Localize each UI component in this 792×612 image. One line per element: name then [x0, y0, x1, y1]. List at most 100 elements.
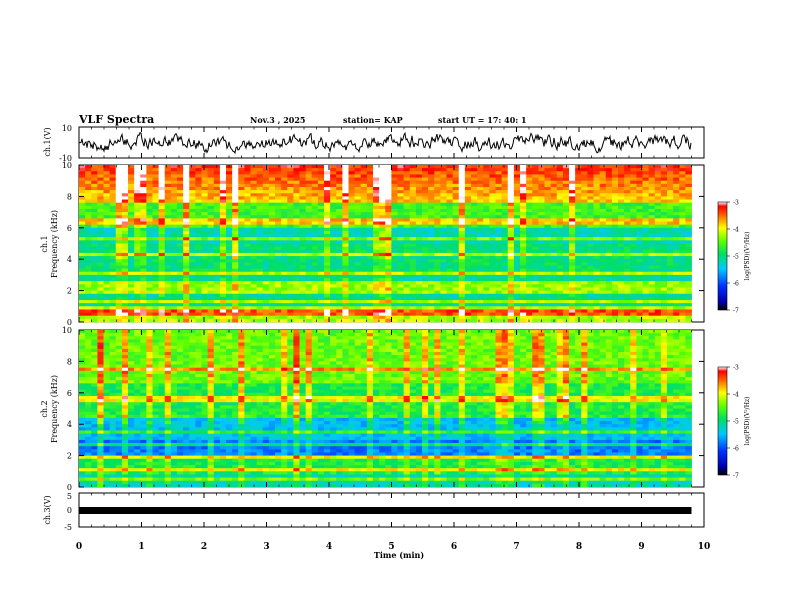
- spectrogram-cell: [207, 278, 215, 282]
- spectrogram-cell: [452, 259, 460, 263]
- spectrogram-cell: [207, 237, 215, 241]
- spectrogram-cell: [630, 274, 637, 279]
- spectrogram-cell: [618, 177, 625, 182]
- spectrogram-cell: [526, 278, 533, 282]
- spectrogram-cell: [262, 306, 270, 310]
- spectrogram-cell: [599, 246, 607, 251]
- spectrogram-cell: [275, 190, 282, 194]
- spectrogram-cell: [648, 218, 656, 222]
- spectrogram-cell: [250, 205, 258, 210]
- spectrogram-cell: [189, 312, 196, 317]
- spectrogram-cell: [477, 300, 484, 304]
- spectrogram-cell: [667, 278, 674, 282]
- spectrogram-cell: [213, 227, 221, 232]
- spectrogram-cell: [556, 205, 564, 210]
- spectrogram-cell: [409, 177, 417, 182]
- spectrogram-cell: [562, 312, 570, 317]
- spectrogram-cell: [85, 199, 92, 204]
- spectrogram-cell: [593, 265, 601, 270]
- spectrogram-cell: [109, 293, 117, 298]
- spectrogram-cell: [305, 218, 313, 222]
- spectrogram-cell: [422, 218, 429, 222]
- spectrogram-cell: [434, 183, 441, 188]
- spectrogram-cell: [605, 227, 613, 232]
- spectrogram-cell: [648, 259, 656, 263]
- spectrogram-cell: [391, 315, 398, 320]
- spectrogram-cell: [513, 237, 521, 241]
- spectrogram-cell: [624, 278, 631, 282]
- spectrogram-cell: [544, 171, 552, 175]
- spectrogram-cell: [146, 268, 153, 273]
- spectrogram-cell: [679, 287, 686, 291]
- spectrogram-cell: [464, 234, 472, 238]
- spectrogram-cell: [79, 252, 86, 257]
- spectrogram-cell: [336, 259, 343, 263]
- spectrogram-cell: [434, 249, 441, 254]
- spectrogram-cell: [569, 290, 576, 295]
- spectrogram-cell: [569, 190, 576, 194]
- spectrogram-cell: [201, 196, 209, 200]
- spectrogram-cell: [391, 243, 398, 248]
- spectrogram-cell: [458, 300, 466, 304]
- start-time-label: start UT = 17: 40: 1: [438, 115, 527, 125]
- spectrogram-cell: [244, 215, 251, 219]
- spectrogram-cell: [219, 240, 227, 244]
- spectrogram-cell: [140, 262, 147, 266]
- spectrogram-cell: [397, 177, 405, 182]
- spectrogram-cell: [121, 180, 129, 185]
- spectrogram-cell: [250, 224, 258, 229]
- spectrogram-cell: [366, 168, 374, 172]
- spectrogram-cell: [219, 186, 227, 191]
- spectrogram-cell: [103, 315, 111, 320]
- spectrogram-cell: [275, 183, 282, 188]
- spectrogram-cell: [195, 312, 202, 317]
- spectrogram-cell: [91, 300, 98, 304]
- spectrogram-cell: [562, 186, 570, 191]
- spectrogram-cell: [581, 274, 588, 279]
- spectrogram-cell: [611, 243, 619, 248]
- spectrogram-cell: [654, 186, 662, 191]
- spectrogram-cell: [336, 281, 343, 285]
- spectrogram-cell: [544, 265, 552, 270]
- spectrogram-cell: [618, 315, 625, 320]
- spectrogram-cell: [483, 168, 490, 172]
- spectrogram-cell: [189, 303, 196, 307]
- spectrogram-cell: [121, 171, 129, 175]
- spectrogram-cell: [385, 205, 392, 210]
- spectrogram-cell: [299, 183, 307, 188]
- spectrogram-cell: [489, 290, 496, 295]
- spectrogram-cell: [513, 249, 521, 254]
- spectrogram-cell: [195, 202, 202, 207]
- spectrogram-cell: [452, 177, 460, 182]
- spectrogram-cell: [397, 259, 405, 263]
- spectrogram-cell: [342, 221, 349, 226]
- spectrogram-cell: [342, 259, 349, 263]
- spectrogram-cell: [458, 224, 466, 229]
- spectrogram-cell: [575, 205, 582, 210]
- spectrogram-cell: [611, 296, 619, 301]
- spectrogram-cell: [103, 262, 111, 266]
- spectrogram-cell: [140, 274, 147, 279]
- spectrogram-cell: [109, 199, 117, 204]
- spectrogram-cell: [624, 246, 631, 251]
- spectrogram-cell: [324, 274, 331, 279]
- spectrogram-cell: [440, 168, 447, 172]
- spectrogram-cell: [385, 303, 392, 307]
- spectrogram-cell: [336, 290, 343, 295]
- spectrogram-cell: [428, 293, 435, 298]
- spectrogram-cell: [428, 205, 435, 210]
- spectrogram-cell: [538, 177, 545, 182]
- spectrogram-cell: [667, 208, 674, 213]
- spectrogram-cell: [654, 240, 662, 244]
- spectrogram-cell: [311, 300, 319, 304]
- spectrogram-cell: [397, 174, 405, 178]
- spectrogram-cell: [103, 177, 111, 182]
- spectrogram-cell: [232, 281, 239, 285]
- spectrogram-cell: [538, 240, 545, 244]
- spectrogram-cell: [201, 193, 209, 197]
- ch1-waveform-panel: 10 -10 ch.1(V): [43, 124, 705, 163]
- spectrogram-cell: [219, 165, 227, 169]
- spectrogram-cell: [268, 237, 276, 241]
- spectrogram-cell: [275, 309, 282, 313]
- spectrogram-cell: [219, 243, 227, 248]
